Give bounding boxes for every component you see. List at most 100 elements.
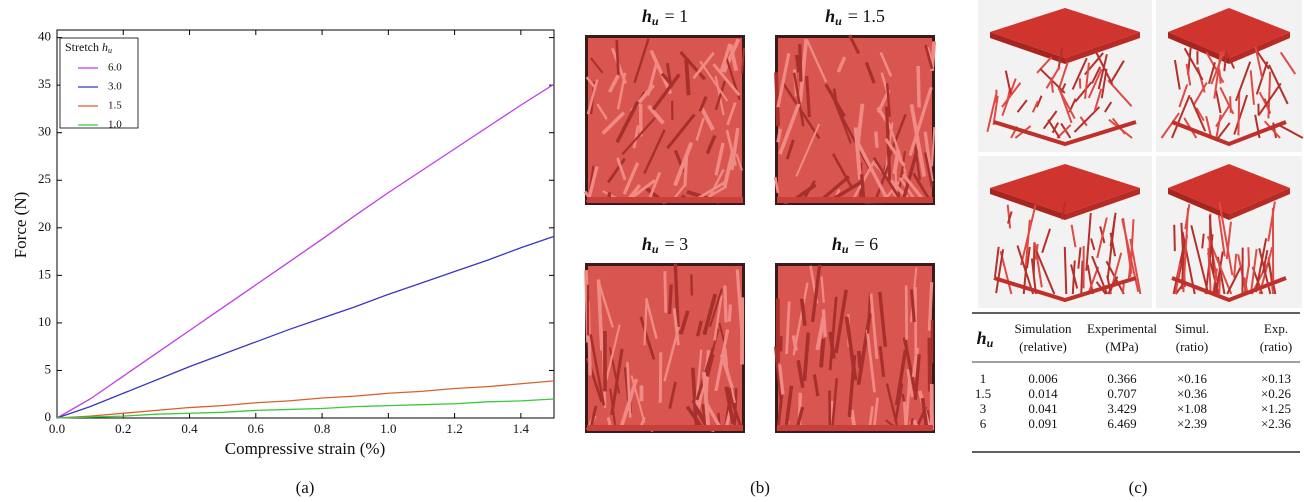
- photo-strand: [607, 74, 620, 93]
- legend-title: Stretch hu: [65, 40, 112, 55]
- photo-strand: [785, 139, 795, 160]
- photo-strand: [864, 61, 876, 84]
- photo-strand: [1074, 81, 1093, 103]
- photo-strand: [830, 378, 839, 431]
- photo-strand: [719, 43, 732, 73]
- y-tick-label: 20: [38, 219, 51, 234]
- photo-strand: [913, 354, 921, 400]
- photo-strand: [792, 282, 809, 356]
- photo-strand: [1071, 260, 1076, 295]
- photo-strand: [831, 153, 854, 190]
- block-side: [1229, 188, 1290, 220]
- y-tick-label: 30: [38, 124, 51, 139]
- legend-symbol: h: [102, 40, 108, 54]
- photo-strand: [643, 298, 648, 346]
- photo-strand: [1086, 264, 1094, 295]
- photo-strand: [646, 104, 665, 125]
- photo-strand: [586, 165, 599, 203]
- block-top: [990, 8, 1140, 58]
- photo-strand: [1215, 90, 1222, 114]
- photo-strand: [1093, 88, 1103, 112]
- photo-strand: [596, 103, 608, 120]
- photo-strand: [1226, 53, 1236, 69]
- photo-strand: [1084, 62, 1090, 99]
- photo-strand: [1045, 66, 1061, 89]
- y-tick-label: 35: [38, 76, 51, 91]
- photo-strand: [1193, 81, 1208, 105]
- label-symbol: h: [642, 234, 652, 254]
- photo-strand: [725, 386, 744, 431]
- x-tick-label: 0.0: [49, 421, 65, 436]
- block-side: [990, 188, 1065, 220]
- photo-strand: [708, 288, 723, 328]
- photo-strand: [702, 293, 718, 336]
- table-cell: 0.091: [1028, 416, 1057, 431]
- photo-strand: [1181, 231, 1196, 295]
- photo-strand: [690, 274, 694, 296]
- photo-strand: [927, 282, 934, 331]
- photo-strand: [1213, 51, 1222, 99]
- photo-strand: [1057, 87, 1076, 120]
- photo-strand: [776, 387, 785, 431]
- photo-strand: [995, 249, 1005, 294]
- table-cell: ×2.39: [1177, 416, 1207, 431]
- photo-strand: [615, 100, 640, 144]
- photo-strand: [672, 308, 680, 346]
- photo-strand: [1073, 106, 1101, 133]
- y-tick-label: 0: [45, 409, 52, 424]
- photo-strand: [1079, 116, 1088, 127]
- photo-strand: [909, 104, 927, 177]
- photo-strand: [666, 113, 696, 150]
- table-cell: ×0.36: [1177, 386, 1208, 401]
- photo-strand: [856, 103, 865, 144]
- photo-strand: [1160, 112, 1180, 139]
- table-cell: 0.006: [1028, 371, 1058, 386]
- photo-strand: [810, 264, 822, 323]
- photo-strand: [1243, 277, 1249, 292]
- block-base: [1171, 120, 1287, 147]
- photo-strand: [916, 65, 921, 108]
- photo-strand: [726, 102, 737, 126]
- photo-strand: [699, 60, 729, 102]
- photo-strand: [1063, 246, 1068, 295]
- series-line: [56, 235, 555, 419]
- photo-strand: [820, 276, 825, 303]
- photo-strand: [1109, 60, 1125, 84]
- photo-strand: [792, 72, 805, 127]
- photo-strand: [1036, 56, 1053, 74]
- photo-strand: [1237, 91, 1241, 136]
- label-sub: u: [835, 14, 842, 28]
- photo-strand: [1087, 68, 1103, 99]
- photo-strand: [872, 156, 903, 203]
- table-cell: 0.014: [1028, 386, 1058, 401]
- photo-strand: [589, 334, 606, 406]
- photo-strand: [1001, 82, 1022, 108]
- photo-strand: [924, 44, 934, 70]
- photo-strand: [714, 329, 730, 392]
- x-tick-label: 1.2: [446, 421, 462, 436]
- photo-strand: [705, 134, 717, 155]
- table-header: (relative): [1019, 339, 1067, 354]
- photo-strand: [1215, 105, 1230, 128]
- label-sub: u: [652, 14, 659, 28]
- photo-strand: [848, 34, 861, 55]
- photo-strand: [1078, 78, 1082, 89]
- table-cell: ×0.16: [1177, 371, 1208, 386]
- legend-label: 1.5: [108, 100, 122, 112]
- photo-strand: [773, 176, 780, 194]
- photo-strand: [776, 53, 791, 108]
- label-rest: = 3: [665, 234, 689, 254]
- photo-strand: [878, 291, 888, 348]
- photo-strand: [1226, 267, 1242, 295]
- photo-strand: [1214, 251, 1224, 295]
- block-top: [1168, 8, 1290, 58]
- photo-strand: [698, 96, 708, 112]
- photo-strand: [819, 338, 826, 368]
- photo-strand: [855, 141, 891, 203]
- table-header: Exp.: [1264, 321, 1288, 336]
- photo-strand: [705, 168, 725, 203]
- table-header: (MPa): [1105, 339, 1138, 354]
- photo-strand: [683, 155, 689, 187]
- photo-strand: [1195, 107, 1205, 122]
- block-top: [990, 164, 1140, 214]
